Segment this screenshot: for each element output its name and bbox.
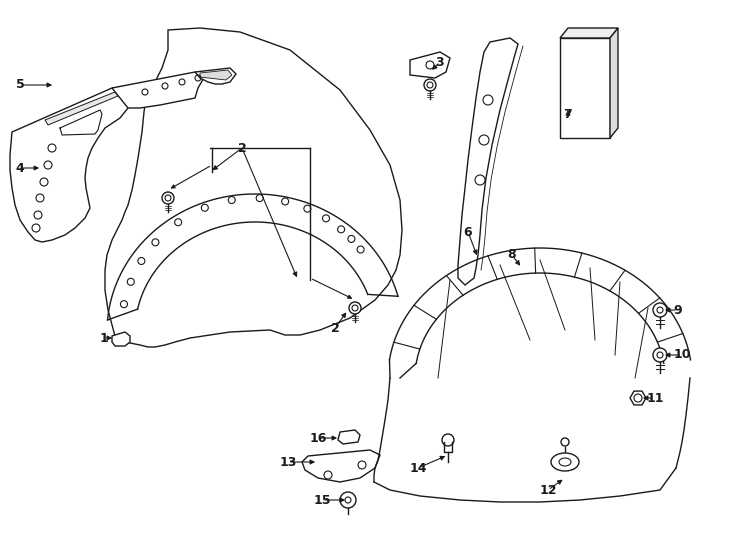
Polygon shape [338,430,360,444]
Circle shape [561,438,569,446]
Text: 2: 2 [238,141,247,154]
Polygon shape [10,88,130,242]
Text: 16: 16 [309,431,327,444]
Polygon shape [195,68,236,84]
Text: 12: 12 [539,483,557,496]
Text: 13: 13 [280,456,297,469]
Text: 4: 4 [15,161,24,174]
Text: 1: 1 [100,332,109,345]
Polygon shape [560,28,618,38]
Text: 7: 7 [564,109,573,122]
Text: 11: 11 [646,392,664,404]
Text: 15: 15 [313,494,331,507]
Polygon shape [410,52,450,78]
Text: 5: 5 [15,78,24,91]
Text: 2: 2 [330,321,339,334]
Polygon shape [458,38,518,285]
Circle shape [653,348,667,362]
Polygon shape [105,28,402,347]
Circle shape [349,302,361,314]
Polygon shape [45,92,118,125]
Polygon shape [630,391,646,405]
Text: 10: 10 [673,348,691,361]
Text: 8: 8 [508,248,516,261]
Polygon shape [302,450,380,482]
Polygon shape [112,332,130,346]
Polygon shape [200,70,232,80]
Text: 14: 14 [410,462,426,475]
Circle shape [424,79,436,91]
Ellipse shape [551,453,579,471]
Polygon shape [560,38,610,138]
Text: 3: 3 [436,56,444,69]
Polygon shape [112,72,205,108]
Polygon shape [610,28,618,138]
Text: 6: 6 [464,226,472,239]
Circle shape [653,303,667,317]
Text: 9: 9 [674,303,683,316]
Circle shape [162,192,174,204]
